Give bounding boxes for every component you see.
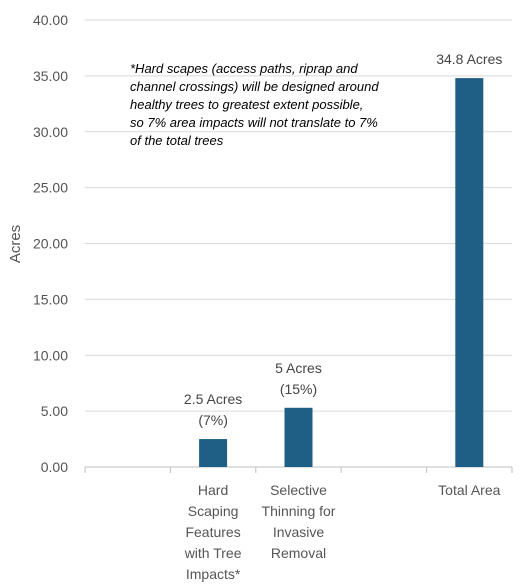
y-tick-label: 40.00 bbox=[33, 12, 68, 28]
category-label: Hard bbox=[198, 482, 228, 498]
category-label: Selective bbox=[270, 482, 327, 498]
category-label: Features bbox=[185, 524, 240, 540]
y-tick-label: 10.00 bbox=[33, 347, 68, 363]
bar bbox=[284, 407, 313, 467]
y-tick-label: 5.00 bbox=[41, 403, 68, 419]
data-label: (15%) bbox=[280, 381, 317, 397]
y-tick-label: 20.00 bbox=[33, 236, 68, 252]
category-label: Invasive bbox=[273, 524, 325, 540]
category-label: Thinning for bbox=[262, 503, 336, 519]
y-axis-ticks: 0.00 5.00 10.00 15.00 20.00 25.00 30.00 35.00 40… bbox=[33, 12, 68, 475]
bar bbox=[455, 78, 484, 468]
category-label: with Tree bbox=[184, 545, 242, 561]
y-tick-label: 35.00 bbox=[33, 68, 68, 84]
y-tick-label: 0.00 bbox=[41, 459, 68, 475]
y-tick-label: 30.00 bbox=[33, 124, 68, 140]
category-label: Total Area bbox=[438, 482, 500, 498]
bars bbox=[199, 78, 484, 468]
bar bbox=[199, 439, 228, 467]
data-labels: 2.5 Acres (7%) 5 Acres (15%) 34.8 Acres bbox=[184, 51, 502, 428]
data-label: 5 Acres bbox=[275, 360, 322, 376]
category-label: Scaping bbox=[188, 503, 239, 519]
y-axis-title: Acres bbox=[7, 225, 24, 263]
chart-annotation: *Hard scapes (access paths, riprap and c… bbox=[130, 61, 379, 148]
data-label: (7%) bbox=[198, 412, 228, 428]
data-label: 2.5 Acres bbox=[184, 391, 242, 407]
data-label: 34.8 Acres bbox=[436, 51, 502, 67]
category-labels: Hard Scaping Features with Tree Impacts* Sele… bbox=[84, 467, 513, 582]
category-label: Removal bbox=[271, 545, 326, 561]
y-tick-label: 15.00 bbox=[33, 291, 68, 307]
y-tick-label: 25.00 bbox=[33, 180, 68, 196]
category-label: Impacts* bbox=[186, 566, 241, 582]
gridlines bbox=[85, 19, 512, 412]
